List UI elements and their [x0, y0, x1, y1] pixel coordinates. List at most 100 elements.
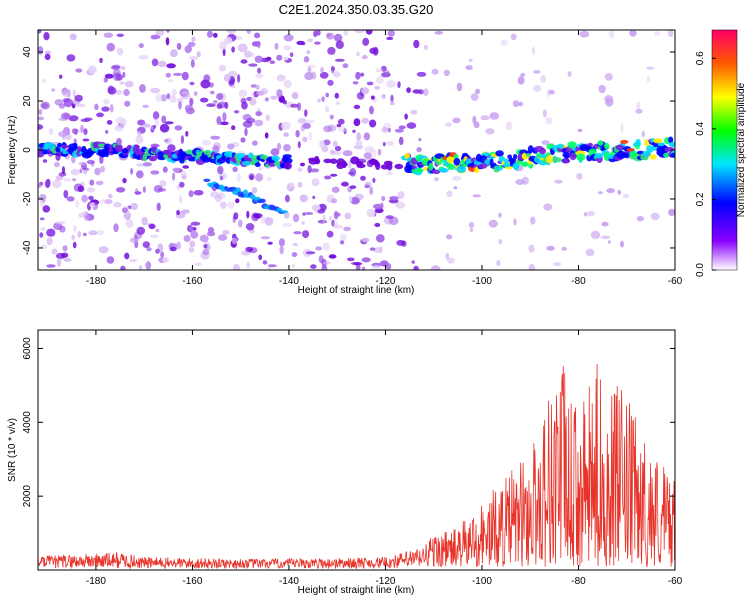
- spectrogram-noise-blob: [489, 112, 500, 120]
- spectrogram-noise-blob: [217, 165, 224, 175]
- spectrogram-noise-blob: [203, 244, 209, 249]
- spectrogram-noise-blob: [246, 261, 251, 269]
- spectrogram-noise-blob: [386, 80, 397, 88]
- spectrogram-trace-blob: [489, 158, 494, 167]
- spectrogram-trace-blob: [649, 154, 657, 160]
- spectrogram-noise-blob: [72, 178, 77, 182]
- spectrogram-noise-blob: [218, 64, 226, 72]
- spectrogram-noise-blob: [363, 132, 371, 141]
- spectrogram-noise-blob: [305, 119, 315, 124]
- spectrogram-noise-blob: [151, 58, 159, 67]
- snr-marks: [38, 363, 675, 570]
- spectrogram-noise-blob: [54, 99, 63, 106]
- spectrogram-noise-blob: [106, 42, 116, 52]
- spectrogram-trace-blob: [664, 146, 675, 152]
- spectrogram-noise-blob: [329, 114, 334, 120]
- spectrogram-noise-blob: [63, 258, 72, 262]
- spectrogram-trace-blob: [373, 160, 380, 167]
- spectrogram-noise-blob: [387, 127, 391, 133]
- spectrogram-noise-blob: [334, 145, 342, 152]
- spectrogram-noise-blob: [381, 94, 387, 99]
- spectrogram-noise-blob: [63, 178, 72, 182]
- spectrogram-noise-blob: [156, 202, 161, 211]
- spectrogram-noise-blob: [89, 179, 95, 186]
- spectrogram-noise-blob: [311, 178, 320, 187]
- spectrogram-noise-blob: [44, 179, 51, 189]
- spectrogram-noise-blob: [307, 64, 316, 69]
- spectrogram-noise-blob: [321, 96, 325, 102]
- spectrogram-noise-blob: [78, 161, 87, 166]
- spectrogram-noise-blob: [381, 195, 386, 202]
- spectrogram-noise-blob: [42, 205, 51, 213]
- spectrogram-noise-blob: [137, 119, 146, 126]
- spectrogram-noise-blob: [103, 98, 110, 105]
- spectrogram-noise-blob: [167, 79, 174, 83]
- y-tick-label: 40: [22, 46, 33, 58]
- spectrogram-noise-blob: [546, 245, 555, 251]
- spectrogram-noise-blob: [293, 231, 302, 235]
- spectrogram-noise-blob: [606, 188, 615, 194]
- spectrogram-noise-blob: [103, 77, 109, 83]
- spectrogram-noise-blob: [356, 92, 365, 100]
- x-tick-label: -60: [668, 576, 683, 587]
- spectrogram-noise-blob: [314, 41, 321, 45]
- spectrogram-noise-blob: [295, 129, 300, 138]
- spectrogram-noise-blob: [38, 116, 45, 121]
- spectrogram-noise-blob: [283, 45, 292, 51]
- spectrogram-noise-blob: [375, 234, 385, 243]
- spectrogram-trace-blob: [525, 153, 531, 157]
- spectrogram-trace-blob: [495, 150, 504, 157]
- spectrogram-noise-blob: [46, 228, 56, 237]
- spectrogram-noise-blob: [251, 93, 255, 101]
- spectrogram-noise-blob: [94, 103, 99, 111]
- spectrogram-noise-blob: [158, 60, 167, 68]
- spectrogram-noise-blob: [200, 97, 209, 103]
- spectrogram-noise-blob: [412, 89, 422, 94]
- spectrogram-noise-blob: [106, 256, 115, 264]
- spectrogram-noise-blob: [115, 73, 123, 81]
- spectrogram-noise-blob: [160, 94, 167, 102]
- spectrogram-noise-blob: [75, 68, 83, 73]
- spectrogram-noise-blob: [105, 130, 109, 134]
- spectrogram-noise-blob: [297, 167, 303, 173]
- snr-series-line: [38, 363, 675, 570]
- spectrogram-noise-blob: [472, 194, 481, 198]
- spectrogram-noise-blob: [206, 103, 216, 108]
- spectrogram-noise-blob: [244, 127, 248, 137]
- spectrogram-noise-blob: [59, 74, 63, 79]
- spectrogram-noise-blob: [182, 165, 189, 169]
- spectrogram-noise-blob: [71, 234, 75, 240]
- spectrogram-noise-blob: [323, 175, 332, 180]
- spectrogram-noise-blob: [316, 30, 321, 36]
- x-tick-label: -60: [668, 276, 683, 287]
- spectrogram-noise-blob: [86, 159, 95, 165]
- spectrogram-trace-blob: [283, 157, 293, 164]
- spectrogram-noise-blob: [38, 184, 42, 188]
- spectrogram-noise-blob: [297, 181, 303, 188]
- spectrogram-trace-blob: [594, 152, 603, 159]
- spectrogram-noise-blob: [70, 168, 80, 176]
- spectrogram-noise-blob: [307, 38, 313, 43]
- spectrogram-noise-blob: [173, 72, 183, 76]
- spectrogram-noise-blob: [136, 226, 146, 235]
- spectrogram-noise-blob: [541, 140, 550, 146]
- spectrogram-noise-blob: [120, 65, 126, 71]
- spectrogram-trace-blob: [636, 150, 645, 155]
- spectrogram-noise-blob: [283, 132, 289, 137]
- spectrogram-noise-blob: [80, 118, 91, 123]
- spectrogram-noise-blob: [266, 177, 272, 182]
- spectrogram-noise-blob: [150, 87, 161, 94]
- spectrogram-noise-blob: [119, 81, 125, 85]
- spectrogram-noise-blob: [110, 104, 114, 113]
- spectrogram-noise-blob: [255, 173, 264, 182]
- spectrogram-noise-blob: [347, 257, 355, 262]
- spectrogram-secondary-trace-blob: [235, 187, 241, 192]
- spectrogram-noise-blob: [200, 79, 211, 89]
- spectrogram-noise-blob: [605, 97, 614, 107]
- spectrogram-trace-blob: [447, 163, 456, 171]
- spectrogram-trace-blob: [342, 162, 348, 167]
- spectrogram-noise-blob: [601, 221, 609, 227]
- spectrogram-noise-blob: [445, 122, 452, 127]
- spectrogram-noise-blob: [139, 265, 143, 270]
- spectrogram-noise-blob: [39, 194, 47, 201]
